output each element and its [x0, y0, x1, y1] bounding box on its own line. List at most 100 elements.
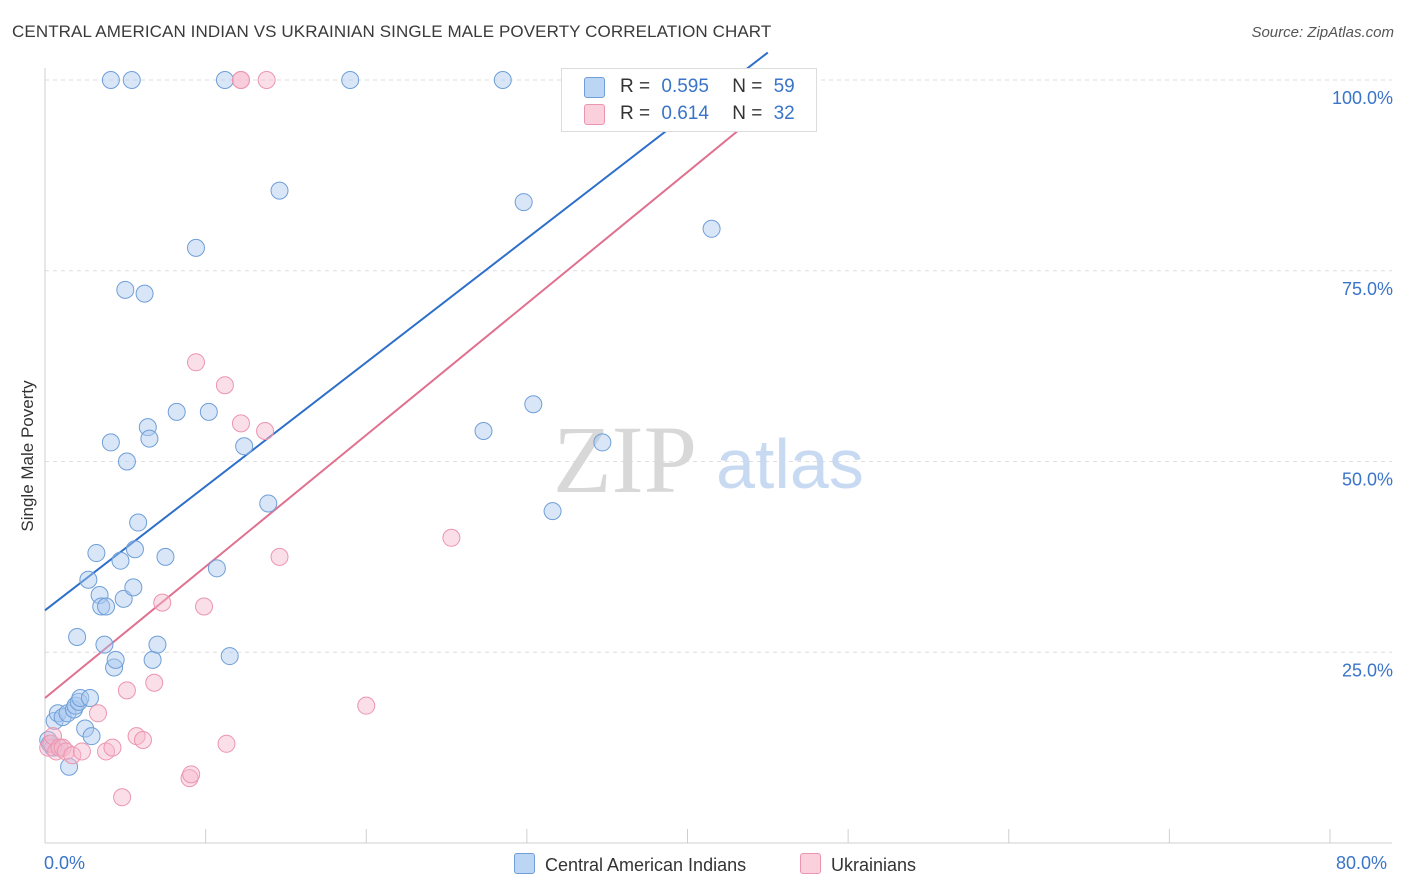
watermark: ZIP atlas: [553, 406, 864, 513]
source-label: Source: ZipAtlas.com: [1251, 24, 1394, 41]
trend-line-ukrainians: [44, 79, 801, 699]
bottom-legend-blue: Central American Indians: [514, 853, 746, 876]
data-point-central-american-indians: [543, 502, 562, 521]
data-point-central-american-indians: [259, 494, 278, 513]
legend-r-label: R =: [620, 76, 651, 97]
bottom-legend-label-pink: Ukrainians: [831, 855, 917, 875]
legend-r-value: 0.614: [661, 103, 709, 124]
bottom-legend-label-blue: Central American Indians: [545, 855, 747, 875]
y-tick-label: 100.0%: [1332, 88, 1393, 108]
legend-swatch-blue: [584, 77, 605, 98]
data-point-central-american-indians: [80, 689, 99, 708]
data-point-central-american-indians: [135, 284, 154, 303]
data-point-central-american-indians: [199, 402, 218, 421]
data-point-central-american-indians: [167, 402, 186, 421]
data-point-central-american-indians: [593, 433, 612, 452]
legend-r-label: R =: [620, 103, 651, 124]
data-point-ukrainians: [257, 71, 276, 89]
legend-r-value: 0.595: [661, 76, 709, 97]
data-point-central-american-indians: [493, 71, 512, 89]
axes: [44, 68, 1392, 844]
data-point-central-american-indians: [60, 757, 79, 776]
data-point-central-american-indians: [514, 193, 533, 212]
data-point-central-american-indians: [270, 181, 289, 200]
data-point-central-american-indians: [207, 559, 226, 578]
trend-lines: [44, 51, 801, 699]
data-points: [39, 71, 721, 807]
data-point-central-american-indians: [97, 597, 116, 616]
data-point-central-american-indians: [186, 238, 205, 257]
data-point-central-american-indians: [82, 727, 101, 746]
data-point-ukrainians: [215, 376, 234, 395]
data-point-central-american-indians: [138, 418, 157, 437]
data-point-central-american-indians: [474, 421, 493, 440]
legend-swatch-pink: [584, 104, 605, 125]
data-point-central-american-indians: [156, 547, 175, 566]
data-point-central-american-indians: [148, 635, 167, 654]
grid-lines: [45, 79, 1392, 653]
data-point-central-american-indians: [215, 71, 234, 89]
data-point-ukrainians: [145, 673, 164, 692]
data-point-central-american-indians: [140, 429, 159, 448]
legend-n-value: 32: [773, 103, 795, 124]
data-point-central-american-indians: [71, 689, 90, 708]
legend-n-label: N =: [732, 103, 763, 124]
data-point-central-american-indians: [79, 570, 98, 589]
data-point-central-american-indians: [68, 627, 87, 646]
data-point-ukrainians: [113, 788, 132, 807]
bottom-legend-swatch-pink: [800, 853, 821, 874]
data-point-ukrainians: [117, 681, 136, 700]
data-point-ukrainians: [231, 71, 250, 89]
data-point-ukrainians: [256, 421, 275, 440]
data-point-central-american-indians: [105, 658, 124, 677]
data-point-ukrainians: [186, 353, 205, 372]
data-point-central-american-indians: [524, 395, 543, 414]
data-point-central-american-indians: [117, 452, 136, 471]
legend-n-value: 59: [773, 76, 795, 97]
data-point-central-american-indians: [125, 540, 144, 559]
trend-line-central-american-indians: [44, 51, 769, 612]
data-point-central-american-indians: [116, 280, 135, 299]
data-point-central-american-indians: [702, 219, 721, 238]
data-point-central-american-indians: [122, 71, 141, 89]
data-point-ukrainians: [231, 414, 250, 433]
data-point-ukrainians: [217, 734, 236, 753]
data-point-central-american-indians: [95, 635, 114, 654]
chart-title: CENTRAL AMERICAN INDIAN VS UKRAINIAN SIN…: [12, 22, 772, 41]
data-point-ukrainians: [63, 746, 82, 765]
data-point-ukrainians: [270, 547, 289, 566]
data-point-central-american-indians: [220, 647, 239, 666]
data-point-central-american-indians: [106, 650, 125, 669]
data-point-central-american-indians: [341, 71, 360, 89]
y-tick-label: 75.0%: [1342, 279, 1393, 299]
data-point-central-american-indians: [124, 578, 143, 597]
y-tick-label: 25.0%: [1342, 660, 1393, 680]
y-tick-label: 50.0%: [1342, 470, 1393, 490]
data-point-ukrainians: [182, 765, 201, 784]
y-tick-labels: 25.0% 50.0% 75.0% 100.0%: [1332, 88, 1393, 680]
data-point-ukrainians: [442, 528, 461, 547]
data-point-ukrainians: [357, 696, 376, 715]
data-point-central-american-indians: [235, 437, 254, 456]
data-point-central-american-indians: [101, 433, 120, 452]
data-point-ukrainians: [133, 730, 152, 749]
x-tick-label-max: 80.0%: [1336, 853, 1388, 873]
watermark-atlas: atlas: [716, 425, 864, 503]
data-point-central-american-indians: [92, 597, 111, 616]
watermark-zip: ZIP: [553, 406, 697, 513]
legend-n-label: N =: [732, 76, 763, 97]
stats-legend: R = 0.595 N = 59 R = 0.614 N = 32: [561, 68, 817, 132]
data-point-central-american-indians: [129, 513, 148, 532]
data-point-central-american-indians: [76, 719, 95, 738]
data-point-central-american-indians: [90, 586, 109, 605]
data-point-ukrainians: [153, 593, 172, 612]
data-point-ukrainians: [195, 597, 214, 616]
data-point-central-american-indians: [111, 551, 130, 570]
bottom-legend-pink: Ukrainians: [800, 853, 916, 876]
data-point-central-american-indians: [143, 650, 162, 669]
data-point-ukrainians: [72, 742, 91, 761]
bottom-legend-swatch-blue: [514, 853, 535, 874]
data-point-central-american-indians: [87, 544, 106, 563]
x-tick-label-min: 0.0%: [44, 853, 86, 873]
